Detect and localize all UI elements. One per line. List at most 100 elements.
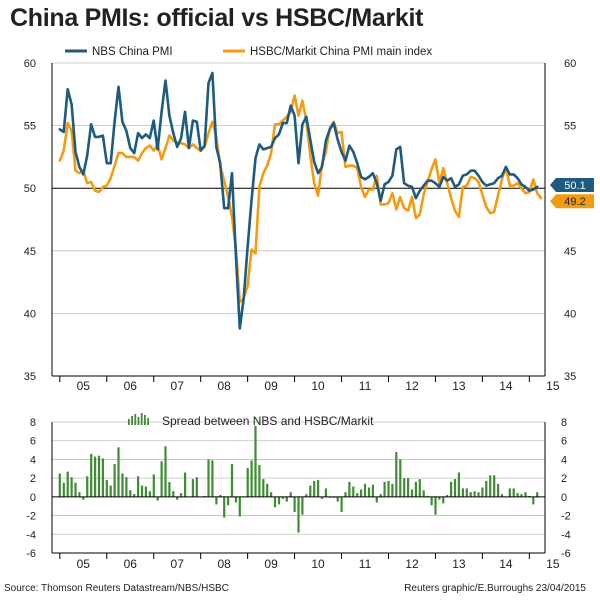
spread-bar: [207, 459, 210, 497]
chart-title: China PMIs: official vs HSBC/Markit: [10, 4, 424, 32]
y-tick-label-left: 45: [24, 246, 36, 258]
nbs-pmi-line: [58, 71, 539, 330]
spread-bar: [101, 458, 104, 497]
spread-bar: [387, 480, 390, 497]
spread-bar: [407, 478, 410, 497]
x-tick-label: 10: [311, 557, 325, 571]
spread-bar: [176, 496, 179, 500]
spread-bar: [293, 496, 296, 512]
spread-bar: [493, 475, 496, 497]
spread-bar: [254, 425, 257, 497]
y-tick-label-right: 2: [561, 473, 567, 485]
spread-bar: [270, 492, 273, 497]
x-tick-label: 12: [405, 557, 419, 571]
bottom-legend: Spread between NBS and HSBC/Markit: [128, 413, 374, 428]
x-tick-label: 10: [311, 379, 325, 393]
spread-bar: [336, 496, 339, 502]
spread-bar: [195, 477, 198, 497]
spread-bar: [266, 483, 269, 497]
spread-bar: [489, 475, 492, 497]
legend-label-spread: Spread between NBS and HSBC/Markit: [162, 414, 374, 428]
credit-note: Reuters graphic/E.Burroughs 23/04/2015: [404, 583, 586, 594]
y-tick-label-left: 55: [24, 121, 36, 133]
spread-bar: [129, 490, 132, 497]
top-axes: 3535404045455050555560600506070809101112…: [24, 58, 577, 393]
spread-bar: [418, 479, 421, 497]
top-legend: NBS China PMI HSBC/Markit China PMI main …: [65, 46, 432, 58]
y-tick-label-left: 60: [24, 58, 36, 70]
y-tick-label-left: 4: [30, 454, 36, 466]
y-tick-label-right: 55: [564, 121, 576, 133]
x-tick-label: 12: [405, 379, 419, 393]
spread-bar: [58, 473, 61, 497]
y-tick-label-right: 60: [564, 58, 576, 70]
spread-bar: [191, 479, 194, 497]
y-tick-label-right: -6: [561, 548, 571, 560]
spread-bar: [524, 492, 527, 497]
spread-bar: [246, 467, 249, 497]
y-tick-label-left: 2: [30, 473, 36, 485]
x-tick-label: 08: [217, 379, 231, 393]
spread-bar: [461, 488, 464, 497]
spread-bar: [250, 460, 253, 497]
spread-bar: [86, 476, 89, 497]
y-tick-label-left: 6: [30, 436, 36, 448]
end-label-nbs: 50.1: [564, 180, 585, 192]
x-tick-label: 13: [452, 379, 466, 393]
x-tick-label: 11: [359, 557, 372, 571]
spread-bar: [363, 483, 367, 497]
x-tick-label: 06: [124, 557, 138, 571]
spread-bar: [360, 489, 363, 497]
spread-bar: [395, 451, 398, 497]
end-value-labels: 50.1 49.2: [550, 177, 594, 209]
spread-bar: [497, 483, 500, 497]
spread-bar: [74, 482, 77, 497]
spread-bar: [168, 481, 171, 497]
source-note: Source: Thomson Reuters Datastream/NBS/H…: [4, 583, 229, 594]
y-tick-label-right: 35: [564, 371, 576, 383]
spread-bar: [148, 491, 151, 497]
spread-bar: [485, 480, 488, 497]
spread-bar: [82, 496, 85, 500]
legend-swatch-bar: [134, 414, 137, 425]
legend-swatch-bar: [137, 417, 140, 425]
spread-bar: [289, 492, 292, 497]
spread-bar: [203, 495, 206, 497]
spread-bar: [211, 460, 214, 497]
x-tick-label: 15: [546, 379, 560, 393]
spread-bar: [109, 485, 112, 497]
y-tick-label-left: -2: [26, 511, 36, 523]
spread-bar-chart: -6 -6 -4 -4 -2 -2 0 0 2 2 4 4 6 6 8 8 05 06 07 08 09 10 11 12 13…: [26, 413, 571, 571]
x-tick-label: 07: [171, 379, 185, 393]
spread-bar: [70, 477, 73, 497]
spread-bar: [403, 478, 406, 497]
spread-bar: [137, 476, 140, 497]
y-tick-label-right: 6: [561, 436, 567, 448]
spread-bar: [367, 487, 371, 497]
spread-bar: [90, 453, 93, 497]
x-tick-label: 15: [546, 557, 560, 571]
spread-bar: [234, 496, 237, 503]
spread-bar: [500, 494, 504, 497]
spread-bar: [469, 492, 472, 497]
end-label-box-hsbc: [550, 194, 594, 209]
spread-bar: [465, 488, 468, 497]
spread-bar: [238, 496, 241, 517]
spread-bar: [172, 491, 175, 497]
x-tick-label: 09: [264, 379, 278, 393]
spread-bar: [94, 456, 97, 497]
x-tick-label: 11: [359, 379, 372, 393]
spread-bar: [219, 495, 222, 497]
spread-bar: [426, 495, 429, 497]
x-tick-label: 08: [217, 557, 231, 571]
spread-bar: [62, 482, 65, 497]
spread-bar: [399, 459, 402, 497]
hsbc-pmi-line: [58, 94, 543, 304]
spread-bar: [320, 496, 324, 499]
legend-swatch-bar: [147, 418, 149, 425]
x-tick-label: 05: [77, 557, 91, 571]
spread-bar: [97, 455, 101, 497]
spread-bar: [508, 488, 511, 497]
spread-bar: [133, 494, 136, 497]
